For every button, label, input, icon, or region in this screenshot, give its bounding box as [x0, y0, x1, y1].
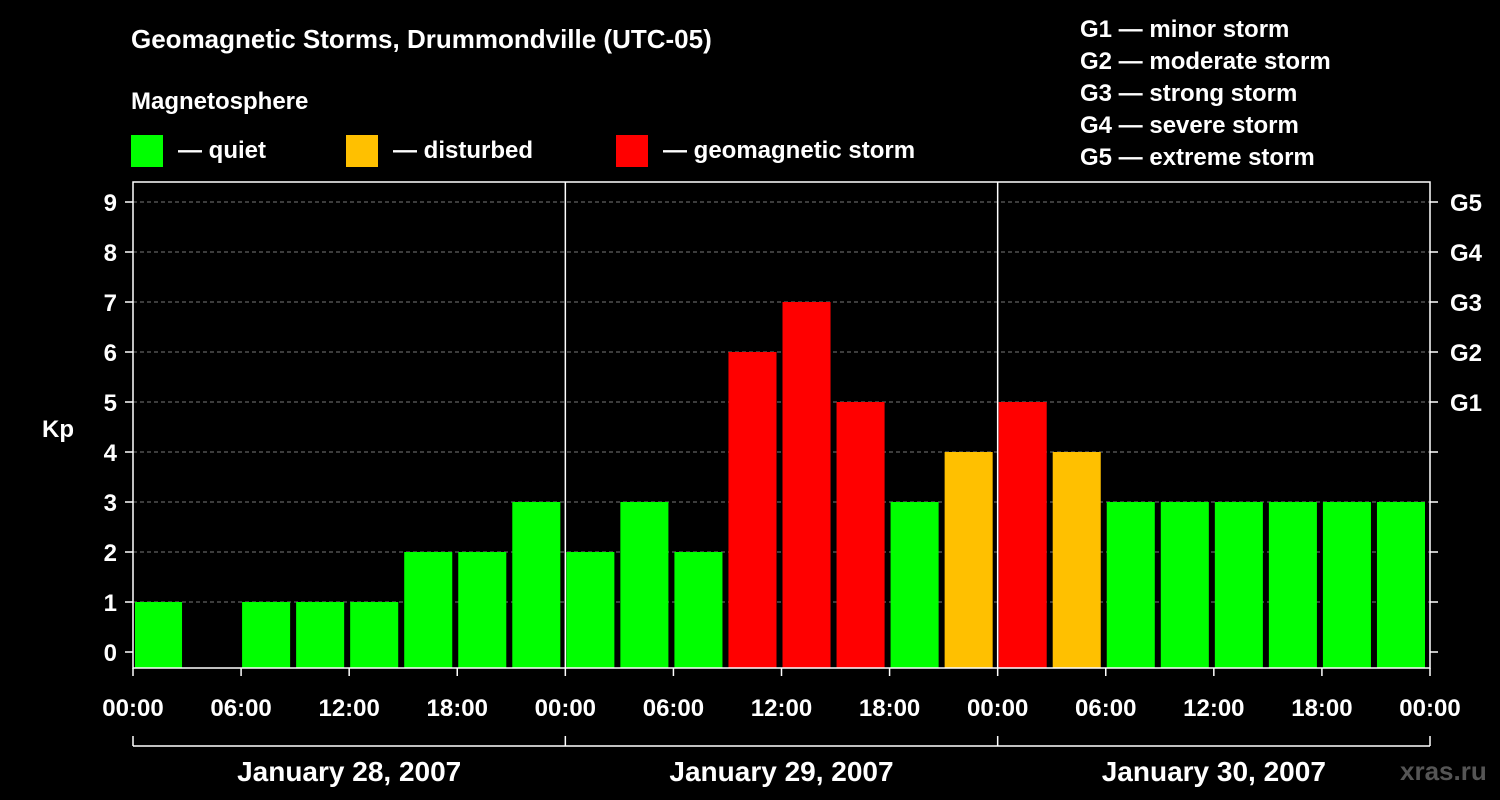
- bar-8: [566, 552, 615, 668]
- x-tick-label-9: 06:00: [1075, 695, 1136, 722]
- bar-12: [782, 302, 831, 668]
- y-tick-label-1: 1: [104, 590, 117, 617]
- legend-quiet-swatch: [131, 135, 163, 167]
- x-tick-label-0: 00:00: [102, 695, 163, 722]
- bar-16: [998, 402, 1047, 668]
- x-tick-label-6: 12:00: [751, 695, 812, 722]
- legend-storm-label: — geomagnetic storm: [663, 137, 915, 164]
- bar-19: [1160, 502, 1209, 668]
- bar-10: [674, 552, 723, 668]
- g-scale-legend: G1 — minor storm G2 — moderate storm G3 …: [1080, 16, 1331, 171]
- bar-9: [620, 502, 669, 668]
- x-tick-label-1: 06:00: [210, 695, 271, 722]
- bar-2: [242, 602, 291, 668]
- y-tick-label-2: 2: [104, 540, 117, 567]
- credit-label: xras.ru: [1400, 756, 1487, 786]
- y-tick-label-8: 8: [104, 240, 117, 267]
- bar-15: [944, 452, 993, 668]
- x-tick-label-4: 00:00: [535, 695, 596, 722]
- legend-disturbed-label: — disturbed: [393, 137, 533, 164]
- legend: — quiet — disturbed — geomagnetic storm: [131, 135, 915, 167]
- date-label-0: January 28, 2007: [237, 756, 461, 787]
- chart-subtitle: Magnetosphere: [131, 88, 308, 115]
- x-tick-label-3: 18:00: [427, 695, 488, 722]
- g-scale-g2: G2 — moderate storm: [1080, 48, 1331, 75]
- bar-0: [135, 602, 183, 668]
- y-tick-label-6: 6: [104, 340, 117, 367]
- x-axis-ticks: 00:00 06:00 12:00 18:00 00:00 06:00 12:00 18:00…: [102, 668, 1461, 722]
- bar-21: [1268, 502, 1317, 668]
- date-axis: January 28, 2007 January 29, 2007 January …: [132, 736, 1431, 787]
- g-scale-g3: G3 — strong storm: [1080, 80, 1297, 107]
- bar-4: [350, 602, 399, 668]
- y-tick-label-9: 9: [104, 190, 117, 217]
- x-tick-label-5: 06:00: [643, 695, 704, 722]
- g-label-2: G3: [1450, 290, 1482, 317]
- g-scale-g5: G5 — extreme storm: [1080, 144, 1315, 171]
- y-axis-ticks: 0 1 2 3 4 5 6 7 8 9: [104, 190, 133, 667]
- bar-18: [1106, 502, 1155, 668]
- x-tick-label-2: 12:00: [318, 695, 379, 722]
- y-tick-label-0: 0: [104, 640, 117, 667]
- legend-quiet-label: — quiet: [178, 137, 266, 164]
- bar-3: [296, 602, 345, 668]
- bar-20: [1214, 502, 1263, 668]
- bar-11: [728, 352, 777, 668]
- g-label-4: G5: [1450, 190, 1482, 217]
- bar-5: [404, 552, 453, 668]
- gridlines: [133, 201, 1430, 603]
- chart-title: Geomagnetic Storms, Drummondville (UTC-0…: [131, 24, 712, 54]
- g-label-1: G2: [1450, 340, 1482, 367]
- bar-22: [1322, 502, 1371, 668]
- legend-storm-swatch: [616, 135, 648, 167]
- g-scale-g1: G1 — minor storm: [1080, 16, 1289, 43]
- date-label-1: January 29, 2007: [669, 756, 893, 787]
- g-scale-g4: G4 — severe storm: [1080, 112, 1299, 139]
- bar-14: [890, 502, 939, 668]
- g-axis-ticks: G1 G2 G3 G4 G5: [1430, 190, 1483, 653]
- x-tick-label-7: 18:00: [859, 695, 920, 722]
- y-tick-label-3: 3: [104, 490, 117, 517]
- y-tick-label-4: 4: [104, 440, 118, 467]
- date-label-2: January 30, 2007: [1102, 756, 1326, 787]
- y-axis-label: Kp: [42, 416, 74, 443]
- bar-23: [1376, 502, 1425, 668]
- g-label-3: G4: [1450, 240, 1483, 267]
- legend-disturbed-swatch: [346, 135, 378, 167]
- bars: [135, 302, 1425, 668]
- y-tick-label-5: 5: [104, 390, 117, 417]
- y-tick-label-7: 7: [104, 290, 117, 317]
- x-tick-label-12: 00:00: [1399, 695, 1460, 722]
- bar-7: [512, 502, 561, 668]
- bar-6: [458, 552, 507, 668]
- x-tick-label-10: 12:00: [1183, 695, 1244, 722]
- g-label-0: G1: [1450, 390, 1482, 417]
- bar-13: [836, 402, 885, 668]
- bar-17: [1052, 452, 1101, 668]
- x-tick-label-11: 18:00: [1291, 695, 1352, 722]
- x-tick-label-8: 00:00: [967, 695, 1028, 722]
